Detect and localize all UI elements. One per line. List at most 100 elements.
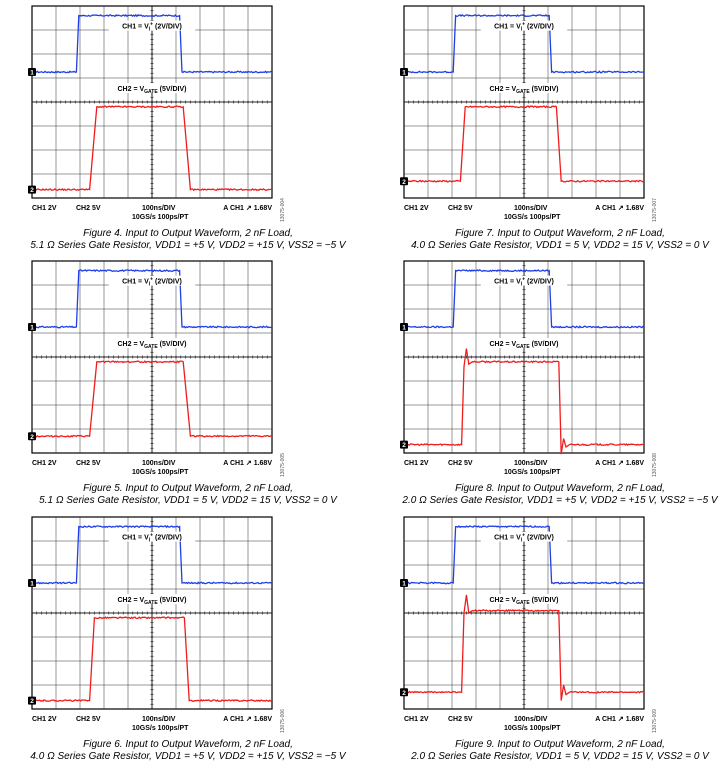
svg-text:CH2 = VGATE (5V/DIV): CH2 = VGATE (5V/DIV) — [118, 341, 187, 350]
ground-marker-1: 1 — [28, 68, 36, 77]
svg-text:CH1 = VI+ (2V/DIV): CH1 = VI+ (2V/DIV) — [494, 277, 554, 288]
svg-text:CH1 = VI+ (2V/DIV): CH1 = VI+ (2V/DIV) — [494, 22, 554, 33]
svg-text:2: 2 — [30, 698, 34, 705]
grid-lines — [31, 260, 273, 454]
scope-timebase: 100ns/DIV — [142, 716, 176, 723]
ch2-trace — [31, 616, 273, 703]
ch2-label: CH2 = VGATE (5V/DIV) — [108, 594, 196, 606]
ch1-label: CH1 = VI+ (2V/DIV) — [108, 531, 196, 544]
svg-text:1: 1 — [30, 325, 34, 332]
ch2-trace — [31, 105, 273, 192]
scope-trigger: A CH1 ↗ 1.68V — [223, 460, 272, 467]
figure-fig8: CH1 = VI+ (2V/DIV) CH2 = VGATE (5V/DIV) 1 2… — [400, 259, 720, 511]
svg-text:CH2 = VGATE (5V/DIV): CH2 = VGATE (5V/DIV) — [118, 86, 187, 95]
svg-text:2: 2 — [402, 442, 406, 449]
ch2-label: CH2 = VGATE (5V/DIV) — [480, 83, 568, 95]
scope-sample-rate: 10GS/s 100ps/PT — [504, 469, 561, 476]
svg-text:1: 1 — [402, 581, 406, 588]
oscilloscope-plot: CH1 = VI+ (2V/DIV) CH2 = VGATE (5V/DIV) 1 2… — [28, 516, 273, 732]
ch1-trace — [31, 525, 273, 585]
ground-marker-1: 1 — [400, 68, 408, 77]
ground-marker-2: 2 — [28, 432, 36, 441]
ground-marker-1: 1 — [400, 323, 408, 332]
figure-caption-title: Figure 7. Input to Output Waveform, 2 nF… — [455, 228, 665, 239]
ch2-label: CH2 = VGATE (5V/DIV) — [480, 338, 568, 350]
svg-text:CH2 = VGATE (5V/DIV): CH2 = VGATE (5V/DIV) — [490, 341, 559, 350]
figure-caption-conditions: 4.0 Ω Series Gate Resistor, VDD1 = 5 V, … — [411, 240, 709, 251]
ch1-trace — [31, 13, 273, 74]
oscilloscope-plot: CH1 = VI+ (2V/DIV) CH2 = VGATE (5V/DIV) 1 2… — [28, 5, 273, 221]
svg-text:1: 1 — [30, 70, 34, 77]
svg-text:CH2 = VGATE (5V/DIV): CH2 = VGATE (5V/DIV) — [118, 597, 187, 606]
ch2-trace — [403, 594, 645, 701]
scope-timebase: 100ns/DIV — [142, 460, 176, 467]
figure-caption-title: Figure 9. Input to Output Waveform, 2 nF… — [455, 739, 665, 750]
figure-caption-conditions: 4.0 Ω Series Gate Resistor, VDD1 = +5 V,… — [30, 751, 346, 762]
svg-text:CH2 = VGATE (5V/DIV): CH2 = VGATE (5V/DIV) — [490, 597, 559, 606]
svg-text:2: 2 — [402, 179, 406, 186]
scope-trigger: A CH1 ↗ 1.68V — [595, 460, 644, 467]
figure-caption-conditions: 5.1 Ω Series Gate Resistor, VDD1 = 5 V, … — [39, 495, 337, 506]
figure-fig5: CH1 = VI+ (2V/DIV) CH2 = VGATE (5V/DIV) 1 2… — [28, 259, 368, 511]
figure-fig4: CH1 = VI+ (2V/DIV) CH2 = VGATE (5V/DIV) 1 2… — [28, 4, 368, 256]
scope-sample-rate: 10GS/s 100ps/PT — [504, 725, 561, 732]
svg-text:1: 1 — [30, 581, 34, 588]
grid-lines — [403, 516, 645, 710]
svg-text:2: 2 — [30, 434, 34, 441]
svg-text:CH1 = VI+ (2V/DIV): CH1 = VI+ (2V/DIV) — [122, 22, 182, 33]
ch1-label: CH1 = VI+ (2V/DIV) — [108, 20, 196, 33]
ch2-trace — [403, 105, 645, 183]
ground-marker-2: 2 — [400, 177, 408, 186]
scope-timebase: 100ns/DIV — [142, 205, 176, 212]
figure-caption-conditions: 5.1 Ω Series Gate Resistor, VDD1 = +5 V,… — [30, 240, 346, 251]
svg-text:2: 2 — [402, 690, 406, 697]
oscilloscope-plot: CH1 = VI+ (2V/DIV) CH2 = VGATE (5V/DIV) 1 2… — [400, 516, 645, 732]
figure-id-code: 13075-009 — [652, 709, 658, 733]
scope-ch1: CH1 2V — [32, 460, 57, 467]
scope-ch2: CH2 5V — [448, 205, 473, 212]
scope-trigger: A CH1 ↗ 1.68V — [595, 716, 644, 723]
ch2-label: CH2 = VGATE (5V/DIV) — [480, 594, 568, 606]
scope-trigger: A CH1 ↗ 1.68V — [595, 205, 644, 212]
scope-ch1: CH1 2V — [32, 205, 57, 212]
ground-marker-1: 1 — [28, 323, 36, 332]
ch2-trace — [403, 348, 645, 455]
ch1-trace — [403, 14, 644, 74]
ch2-label: CH2 = VGATE (5V/DIV) — [108, 83, 196, 95]
grid-lines — [31, 516, 273, 710]
ground-marker-2: 2 — [400, 688, 408, 697]
ground-marker-2: 2 — [28, 185, 36, 194]
figure-caption-title: Figure 5. Input to Output Waveform, 2 nF… — [83, 483, 293, 494]
figure-id-code: 13075-008 — [652, 453, 658, 477]
scope-timebase: 100ns/DIV — [514, 460, 548, 467]
figure-id-code: 13075-007 — [652, 198, 658, 222]
ch1-trace — [403, 525, 645, 585]
svg-text:CH1 = VI+ (2V/DIV): CH1 = VI+ (2V/DIV) — [122, 277, 182, 288]
ch1-label: CH1 = VI+ (2V/DIV) — [480, 275, 568, 288]
ch2-trace — [31, 360, 273, 438]
scope-ch2: CH2 5V — [76, 460, 101, 467]
scope-trigger: A CH1 ↗ 1.68V — [223, 716, 272, 723]
figure-caption-title: Figure 8. Input to Output Waveform, 2 nF… — [455, 483, 665, 494]
scope-sample-rate: 10GS/s 100ps/PT — [132, 725, 189, 732]
oscilloscope-plot: CH1 = VI+ (2V/DIV) CH2 = VGATE (5V/DIV) 1 2… — [400, 260, 645, 476]
scope-ch2: CH2 5V — [76, 716, 101, 723]
svg-text:2: 2 — [30, 187, 34, 194]
scope-timebase: 100ns/DIV — [514, 716, 548, 723]
scope-ch1: CH1 2V — [404, 205, 429, 212]
scope-ch2: CH2 5V — [448, 460, 473, 467]
figure-fig7: CH1 = VI+ (2V/DIV) CH2 = VGATE (5V/DIV) 1 2… — [400, 4, 720, 256]
scope-sample-rate: 10GS/s 100ps/PT — [132, 469, 189, 476]
ch1-label: CH1 = VI+ (2V/DIV) — [480, 20, 568, 33]
scope-sample-rate: 10GS/s 100ps/PT — [504, 214, 561, 221]
ground-marker-1: 1 — [28, 579, 36, 588]
ground-marker-2: 2 — [28, 696, 36, 705]
figure-caption-title: Figure 6. Input to Output Waveform, 2 nF… — [83, 739, 293, 750]
scope-trigger: A CH1 ↗ 1.68V — [223, 205, 272, 212]
ch2-label: CH2 = VGATE (5V/DIV) — [108, 338, 196, 350]
figure-caption-conditions: 2.0 Ω Series Gate Resistor, VDD1 = 5 V, … — [411, 751, 709, 762]
scope-sample-rate: 10GS/s 100ps/PT — [132, 214, 189, 221]
oscilloscope-plot: CH1 = VI+ (2V/DIV) CH2 = VGATE (5V/DIV) 1 2… — [28, 260, 273, 476]
svg-text:1: 1 — [402, 70, 406, 77]
ch1-label: CH1 = VI+ (2V/DIV) — [108, 275, 196, 288]
